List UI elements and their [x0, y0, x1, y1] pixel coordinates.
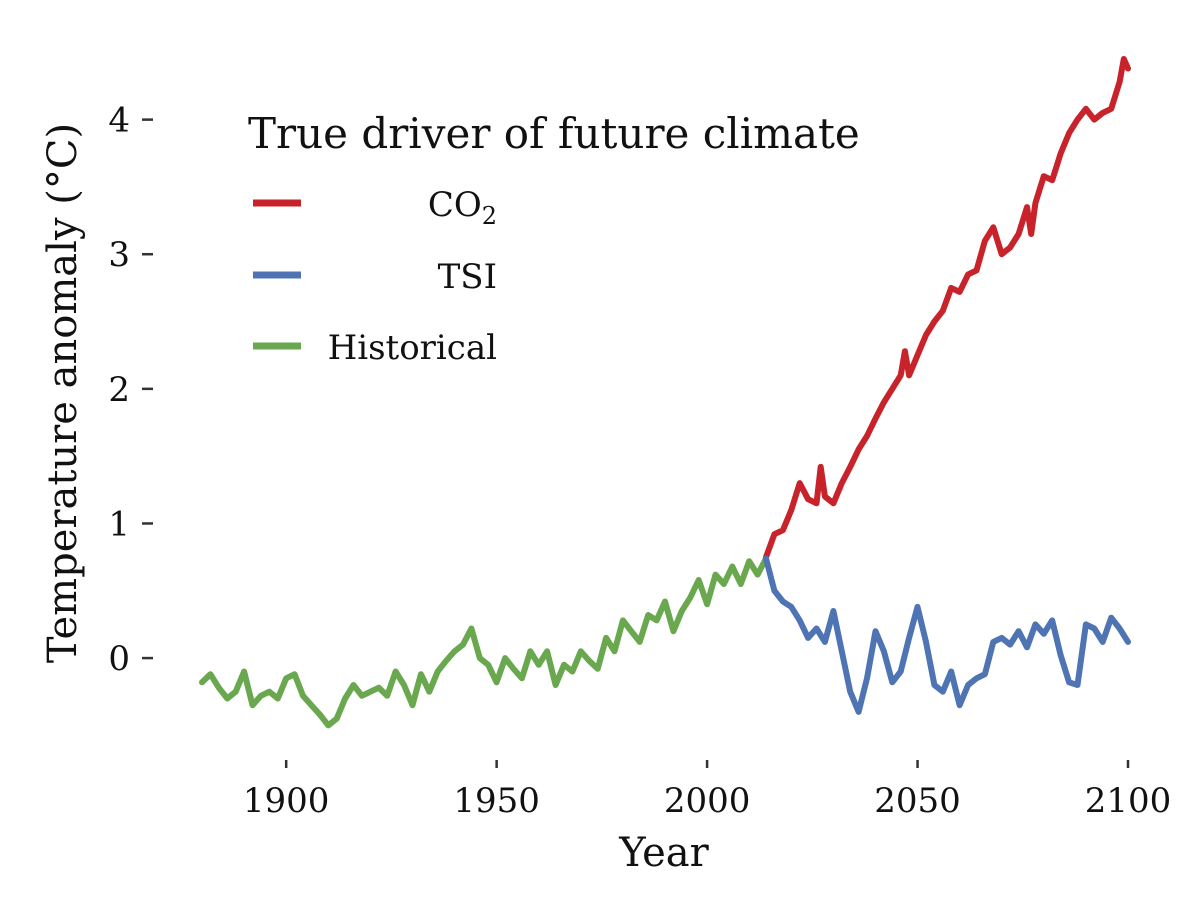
x-tick-label: 2100	[1085, 781, 1172, 821]
series-line-historical	[199, 555, 769, 729]
y-tick-label: 2	[108, 370, 130, 410]
series-layer	[199, 56, 1131, 729]
legend: True driver of future climate CO2 TSI Hi…	[248, 109, 860, 368]
y-axis-title: Temperature anomaly (°C)	[40, 123, 86, 663]
legend-label-co2: CO2	[428, 185, 497, 230]
x-tick-label: 2000	[664, 781, 751, 821]
legend-label-tsi: TSI	[438, 257, 497, 297]
legend-title: True driver of future climate	[248, 109, 860, 158]
x-axis-title: Year	[618, 830, 709, 876]
y-axis: 0 1 2 3 4	[108, 101, 153, 679]
x-axis: 1900 1950 2000 2050 2100	[243, 760, 1171, 821]
y-tick-label: 3	[108, 235, 130, 275]
series-line-co2	[763, 56, 1131, 561]
y-tick-label: 1	[108, 504, 130, 544]
legend-label-historical: Historical	[328, 328, 497, 368]
x-tick-label: 2050	[874, 781, 961, 821]
y-tick-label: 0	[108, 639, 130, 679]
y-tick-label: 4	[108, 101, 130, 141]
x-tick-label: 1900	[243, 781, 330, 821]
series-line-tsi	[763, 555, 1131, 715]
x-tick-label: 1950	[453, 781, 540, 821]
